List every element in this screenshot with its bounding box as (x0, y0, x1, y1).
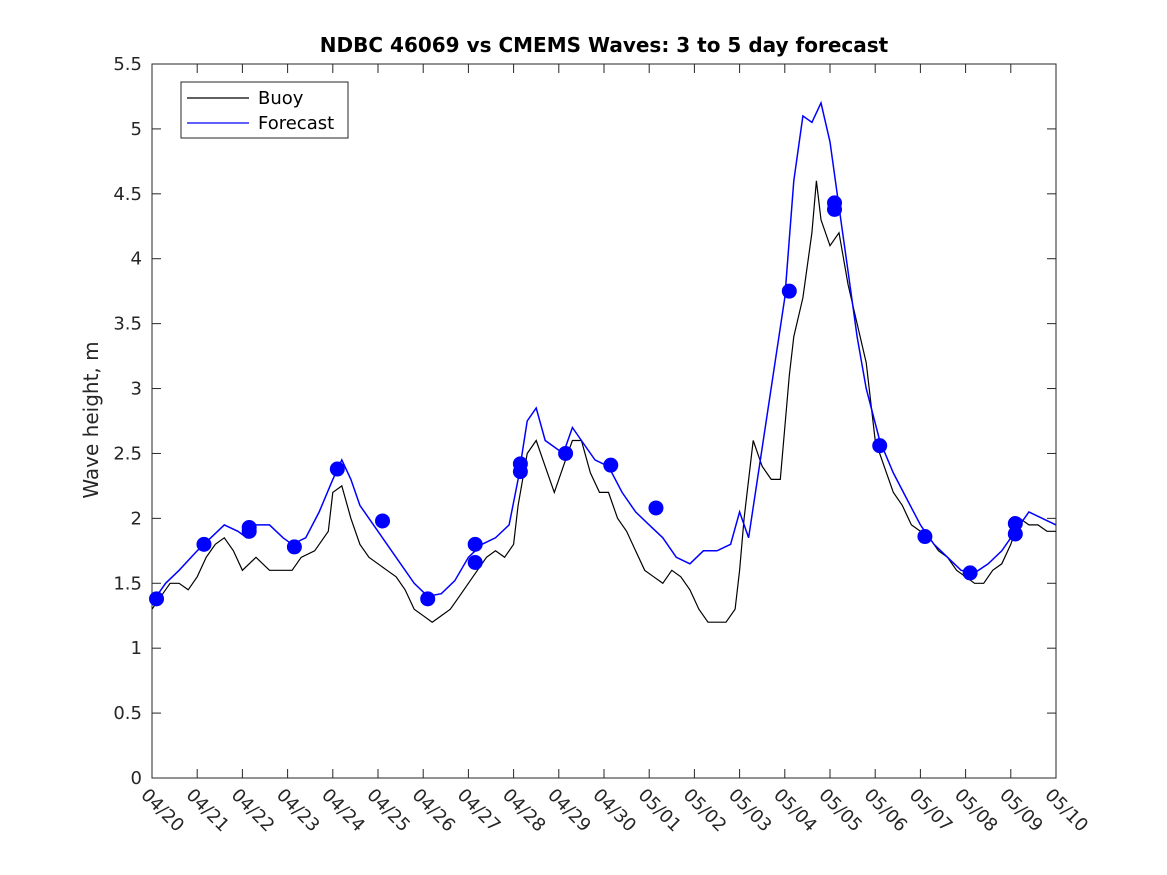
forecast-marker (648, 500, 664, 516)
series-line-forecast (151, 100, 1057, 604)
legend: Buoy Forecast (180, 81, 349, 139)
forecast-marker (420, 591, 436, 607)
forecast-marker (872, 438, 888, 454)
forecast-marker (467, 536, 483, 552)
forecast-marker (962, 565, 978, 581)
legend-label-buoy: Buoy (258, 88, 304, 109)
y-tick-label: 1 (131, 638, 142, 659)
x-tick-label: 05/03 (724, 785, 776, 837)
forecast-marker (286, 539, 302, 555)
y-tick-label: 2.5 (113, 443, 142, 464)
chart-title: NDBC 46069 vs CMEMS Waves: 3 to 5 day fo… (320, 33, 889, 57)
x-tick-label: 04/21 (182, 785, 234, 837)
axes-box (151, 63, 1057, 779)
x-tick-label: 04/22 (227, 785, 279, 837)
x-tick-label: 05/07 (905, 785, 957, 837)
x-tick-label: 04/24 (317, 785, 369, 837)
x-tick-label: 05/04 (769, 785, 821, 837)
forecast-marker (512, 456, 528, 472)
y-tick-label: 2 (131, 508, 142, 529)
forecast-marker (1007, 516, 1023, 532)
x-tick-label: 04/23 (272, 785, 324, 837)
x-tick-label: 04/26 (408, 785, 460, 837)
plot-area (149, 63, 1057, 779)
y-tick-label: 0 (131, 768, 142, 789)
x-tick-label: 04/29 (543, 785, 595, 837)
y-tick-label: 3.5 (113, 314, 142, 335)
x-tick-label: 04/27 (453, 785, 505, 837)
x-tick-label: 04/25 (362, 785, 414, 837)
y-tick-label: 5.5 (113, 54, 142, 75)
x-tick-label: 05/10 (1040, 785, 1092, 837)
forecast-marker (149, 591, 165, 607)
x-tick-label: 04/20 (136, 785, 188, 837)
y-axis-label: Wave height, m (79, 341, 103, 498)
forecast-marker (781, 283, 797, 299)
forecast-marker (375, 513, 391, 529)
x-tick-label: 05/02 (679, 785, 731, 837)
x-tick-label: 05/01 (634, 785, 686, 837)
x-tick-label: 05/08 (950, 785, 1002, 837)
forecast-marker (603, 457, 619, 473)
forecast-marker (467, 555, 483, 571)
x-tick-label: 04/30 (588, 785, 640, 837)
legend-box (180, 81, 349, 139)
x-tick-label: 05/06 (860, 785, 912, 837)
forecast-marker (329, 461, 345, 477)
series-line-buoy (151, 180, 1056, 623)
forecast-marker (558, 445, 574, 461)
y-tick-label: 0.5 (113, 703, 142, 724)
y-tick-label: 1.5 (113, 573, 142, 594)
x-tick-label: 04/28 (498, 785, 550, 837)
y-tick-label: 4.5 (113, 184, 142, 205)
forecast-marker (196, 536, 212, 552)
y-tick-label: 3 (131, 379, 142, 400)
x-tick-label: 05/05 (814, 785, 866, 837)
y-axis: 0 0.5 1 1.5 2 2.5 3 3.5 4 4.5 5 5.5 (113, 54, 1056, 789)
y-tick-label: 5 (131, 119, 142, 140)
y-tick-label: 4 (131, 249, 142, 270)
forecast-marker (241, 519, 257, 535)
legend-label-forecast: Forecast (258, 113, 334, 134)
forecast-marker (827, 195, 843, 211)
forecast-marker (917, 529, 933, 545)
x-tick-label: 05/09 (995, 785, 1047, 837)
